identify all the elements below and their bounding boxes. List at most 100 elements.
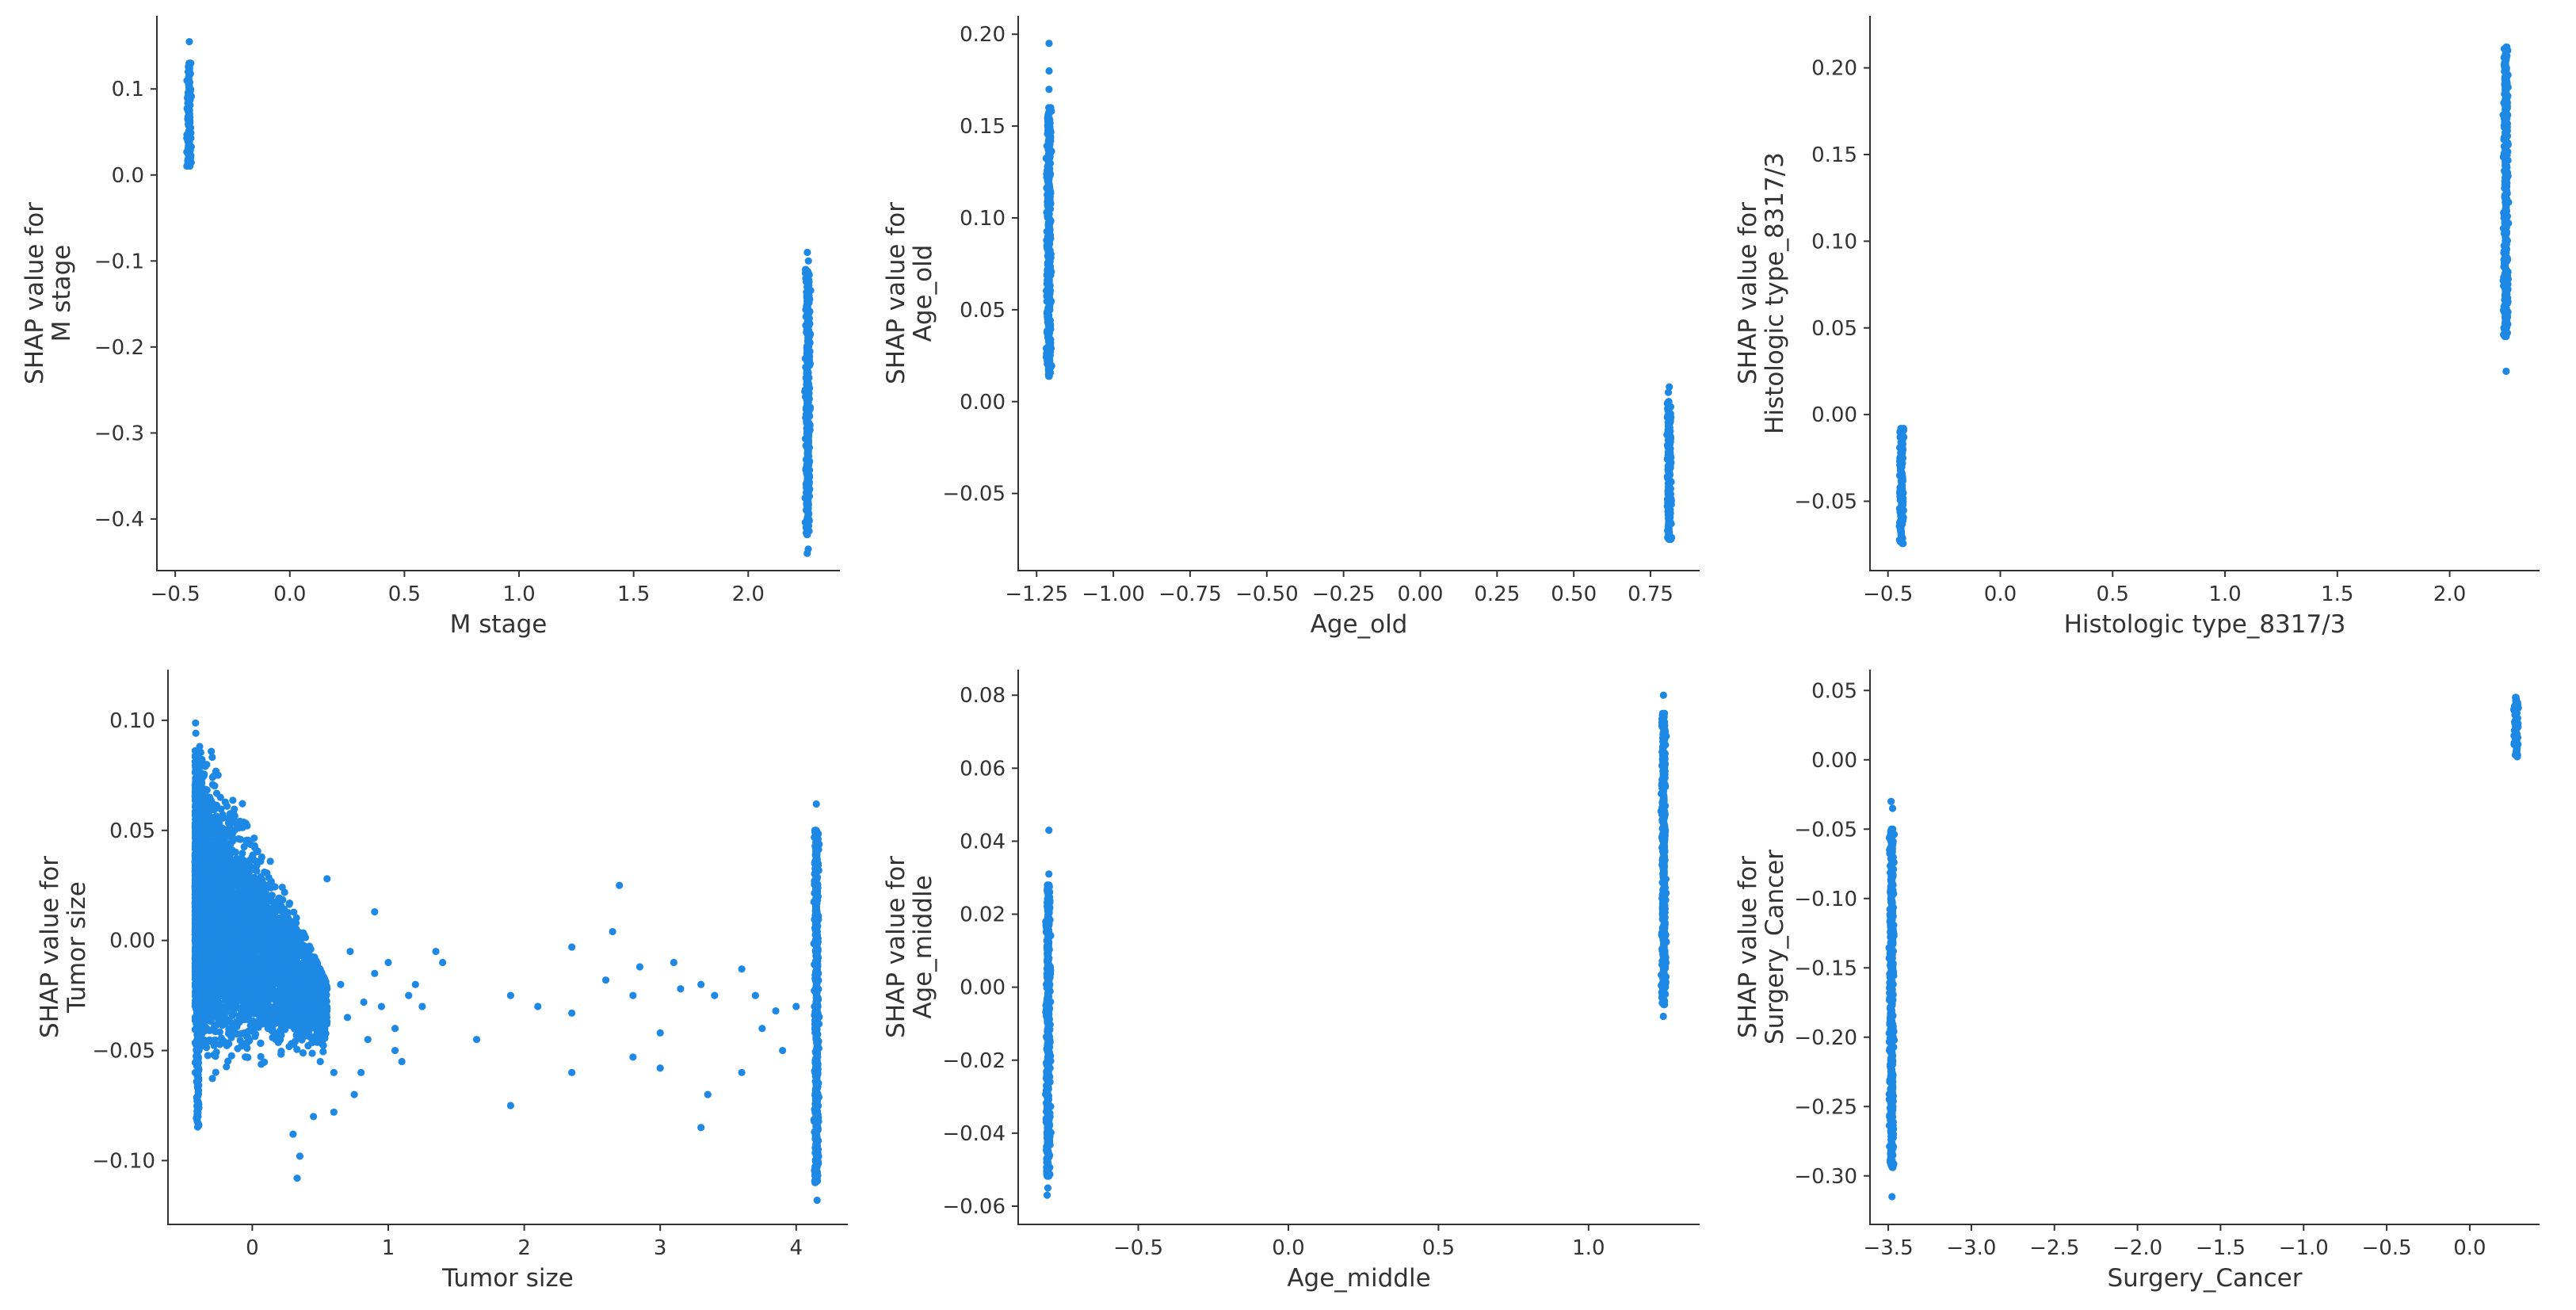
data-point	[263, 869, 271, 877]
x-axis-title: Histologic type_8317/3	[2064, 610, 2346, 639]
x-tick-label: 1.5	[617, 582, 650, 606]
data-point	[1664, 388, 1673, 396]
data-point	[803, 248, 811, 257]
y-axis-title: SHAP value for	[882, 202, 910, 384]
x-tick-label: 0.5	[2097, 582, 2129, 606]
x-tick-label: 2.0	[732, 582, 765, 606]
data-point	[1045, 67, 1053, 75]
x-tick-label: 1	[382, 1236, 395, 1260]
x-tick-label: −1.00	[1082, 582, 1145, 606]
y-tick-label: 0.20	[960, 23, 1006, 47]
y-tick-label: 0.1	[112, 78, 144, 101]
x-tick-label: 1.5	[2321, 582, 2353, 606]
x-axis-title: Tumor size	[441, 1264, 574, 1293]
data-point	[1667, 535, 1675, 544]
y-tick-label: 0.05	[960, 299, 1006, 323]
x-tick-label: 0	[246, 1236, 259, 1260]
y-axis-title: Tumor size	[63, 881, 91, 1014]
x-tick-label: 0.00	[1398, 582, 1444, 606]
data-point	[212, 1068, 219, 1076]
y-axis-title: Age_old	[909, 245, 937, 342]
data-point	[192, 729, 200, 737]
data-point	[2502, 367, 2510, 376]
x-tick-label: 4	[790, 1236, 803, 1260]
data-point	[299, 1048, 307, 1057]
data-point	[803, 549, 811, 557]
data-point	[251, 1030, 260, 1038]
data-point	[223, 802, 231, 810]
scatter-points	[1042, 40, 1676, 544]
subplot-age-old: −1.25 −1.00 −0.75 −0.50 −0.25 0.00 0.25 0.50 0.7…	[882, 16, 1700, 639]
y-axis-title: M stage	[48, 245, 76, 342]
data-point	[804, 257, 812, 265]
data-point	[223, 1039, 232, 1047]
data-point	[1899, 540, 1907, 548]
y-tick-label: 0.00	[1811, 403, 1857, 427]
data-point	[1045, 40, 1053, 48]
y-tick-label: −0.10	[92, 1149, 155, 1173]
scatter-points	[1895, 43, 2513, 548]
x-tick-label: 1.0	[2208, 582, 2241, 606]
y-tick-label: −0.4	[94, 508, 144, 532]
data-point	[813, 1196, 821, 1205]
data-point	[803, 530, 811, 539]
y-tick-label: 0.10	[1811, 230, 1857, 254]
y-tick-label: 0.00	[960, 391, 1006, 414]
data-point	[1666, 383, 1673, 391]
y-axis-title: SHAP value for	[36, 856, 64, 1038]
x-tick-label: 2	[517, 1236, 531, 1260]
x-tick-label: 0.0	[1984, 582, 2017, 606]
data-point	[1045, 372, 1053, 380]
data-point	[811, 1178, 819, 1186]
x-tick-label: −0.5	[1863, 582, 1913, 606]
x-tick-label: −0.5	[151, 582, 200, 606]
x-tick-label: −0.50	[1235, 582, 1299, 606]
scatter-points	[183, 37, 815, 557]
y-tick-label: −0.05	[1794, 491, 1857, 514]
data-point	[2501, 332, 2509, 341]
x-axis-title: M stage	[450, 610, 548, 639]
x-tick-label: −0.25	[1312, 582, 1376, 606]
x-tick-label: −1.25	[1005, 582, 1068, 606]
y-tick-label: −0.05	[92, 1040, 155, 1064]
x-tick-label: −0.75	[1158, 582, 1222, 606]
y-tick-label: 0.20	[1811, 57, 1857, 81]
data-point	[208, 747, 216, 755]
axis-spines	[167, 670, 848, 1225]
x-tick-label: 1.0	[502, 582, 535, 606]
y-axis-title: Histologic type_8317/3	[1761, 152, 1789, 434]
x-tick-label: 0.5	[388, 582, 421, 606]
x-tick-label: 0.75	[1628, 582, 1673, 606]
data-point	[250, 834, 258, 842]
x-tick-label: 2.0	[2433, 582, 2466, 606]
y-axis-title: SHAP value for	[21, 202, 49, 384]
x-tick-label: 0.50	[1551, 582, 1597, 606]
subplot-m-stage: −0.5 0.0 0.5 1.0 1.5 2.0−0.4−0.3−0.2−0.10.00.…	[21, 16, 840, 639]
y-tick-label: −0.1	[94, 250, 144, 273]
data-point	[1045, 86, 1053, 94]
data-point	[192, 719, 200, 727]
axis-spines	[156, 16, 840, 571]
data-point	[185, 37, 193, 46]
data-point	[212, 1048, 220, 1056]
y-tick-label: 0.05	[1811, 317, 1857, 341]
data-point	[216, 1041, 224, 1048]
data-point	[183, 162, 191, 170]
x-axis-title: Age_old	[1311, 610, 1408, 639]
y-tick-label: −0.2	[94, 336, 144, 360]
subplot-histologic-type: −0.5 0.0 0.5 1.0 1.5 2.0−0.050.000.050.100.15…	[1734, 16, 2540, 639]
y-tick-label: 0.05	[109, 819, 155, 843]
data-point	[812, 800, 820, 808]
y-tick-label: 0.0	[112, 164, 144, 188]
axis-spines	[1017, 16, 1700, 571]
y-tick-label: 0.00	[109, 930, 155, 953]
y-tick-label: 0.10	[960, 207, 1006, 231]
y-tick-label: 0.10	[109, 709, 155, 733]
y-tick-label: 0.15	[960, 115, 1006, 139]
y-tick-label: −0.3	[94, 422, 144, 445]
y-tick-label: −0.05	[942, 483, 1006, 506]
axis-spines	[1869, 16, 2540, 571]
x-tick-label: 3	[654, 1236, 667, 1260]
